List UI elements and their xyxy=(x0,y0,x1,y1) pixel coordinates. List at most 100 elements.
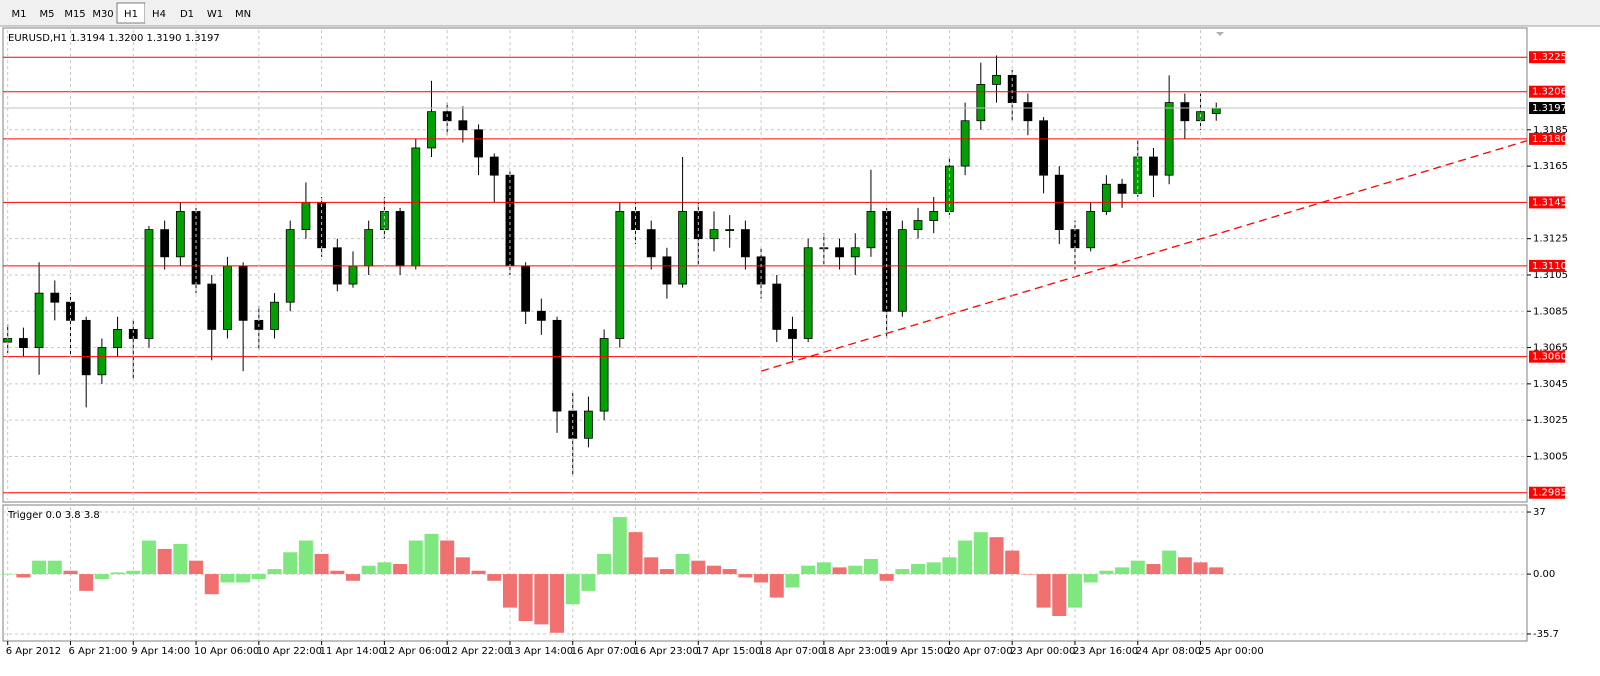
histogram-bar xyxy=(32,560,47,575)
histogram-bar xyxy=(1115,567,1130,575)
candle-body xyxy=(1023,102,1033,122)
x-tick-label: 6 Apr 21:00 xyxy=(68,646,127,657)
candle-body xyxy=(521,265,531,312)
timeframe-button[interactable] xyxy=(229,3,257,23)
candle-body xyxy=(427,111,436,149)
x-tick-label: 23 Apr 00:00 xyxy=(1010,646,1075,657)
x-tick-label: 9 Apr 14:00 xyxy=(131,646,190,657)
x-tick-label: 13 Apr 14:00 xyxy=(508,646,573,657)
histogram-bar xyxy=(1177,557,1192,575)
timeframe-label[interactable]: MN xyxy=(235,9,251,20)
timeframe-label[interactable]: H4 xyxy=(152,9,166,20)
histogram-bar xyxy=(455,557,470,575)
candle-body xyxy=(662,256,672,285)
candle-body xyxy=(1086,211,1096,249)
candle-body xyxy=(631,211,640,231)
histogram-bar xyxy=(1036,574,1051,608)
x-tick-label: 10 Apr 22:00 xyxy=(257,646,322,657)
x-tick-label: 24 Apr 08:00 xyxy=(1136,646,1201,657)
x-tick-label: 10 Apr 06:00 xyxy=(194,646,259,657)
candle-body xyxy=(364,229,374,267)
y-tick-label: 1.3065 xyxy=(1533,343,1568,354)
level-label: 1.3145 xyxy=(1532,197,1567,208)
histogram-bar xyxy=(1193,562,1208,575)
histogram-bar xyxy=(126,570,141,575)
candle-body xyxy=(1149,156,1158,176)
candle-body xyxy=(992,74,1001,85)
candle-body xyxy=(599,338,609,412)
timeframe-button[interactable] xyxy=(33,3,61,23)
candle-body xyxy=(270,301,279,330)
histogram-bar xyxy=(1099,570,1114,575)
current-price-label: 1.3197 xyxy=(1532,103,1567,114)
timeframe-button[interactable] xyxy=(145,3,173,23)
histogram-bar xyxy=(989,537,1004,575)
timeframe-label[interactable]: M15 xyxy=(64,9,85,20)
histogram-bar xyxy=(848,565,863,575)
candle-body xyxy=(1101,183,1111,212)
histogram-bar xyxy=(16,574,31,578)
histogram-bar xyxy=(220,574,235,583)
candle-body xyxy=(81,319,91,376)
histogram-bar xyxy=(424,533,439,575)
histogram-bar xyxy=(801,565,816,575)
candle-body xyxy=(379,211,389,231)
histogram-bar xyxy=(173,543,188,575)
histogram-bar xyxy=(377,562,392,575)
y-tick-label: 37 xyxy=(1533,507,1546,518)
candle-body xyxy=(1039,120,1048,176)
x-tick-label: 25 Apr 00:00 xyxy=(1199,646,1264,657)
y-tick-label: 0.00 xyxy=(1533,569,1555,580)
panel-title: EURUSD,H1 1.3194 1.3200 1.3190 1.3197 xyxy=(8,33,220,44)
timeframe-label[interactable]: M30 xyxy=(92,9,113,20)
candle-body xyxy=(552,319,562,412)
histogram-bar xyxy=(628,532,643,575)
histogram-bar xyxy=(487,574,502,581)
candle-body xyxy=(301,201,311,231)
level-tag xyxy=(1529,51,1565,64)
histogram-bar xyxy=(502,574,517,608)
histogram-bar xyxy=(1146,564,1161,575)
histogram-bar xyxy=(1130,560,1145,575)
histogram-bar xyxy=(0,574,15,575)
candle-body xyxy=(850,247,860,258)
histogram-bar xyxy=(675,553,690,575)
timeframe-button[interactable] xyxy=(61,3,89,23)
histogram-bar xyxy=(958,540,973,575)
candle-body xyxy=(1117,183,1127,194)
histogram-bar xyxy=(706,565,721,575)
histogram-bar xyxy=(1162,550,1177,575)
histogram-bar xyxy=(110,572,125,575)
timeframe-label[interactable]: M1 xyxy=(12,9,27,20)
histogram-bar xyxy=(471,570,486,575)
timeframe-label[interactable]: W1 xyxy=(207,9,223,20)
timeframe-button[interactable] xyxy=(89,3,117,23)
candle-body xyxy=(678,211,688,285)
level-tag xyxy=(1529,350,1565,363)
candle-body xyxy=(646,229,656,258)
candle-body xyxy=(740,229,750,258)
timeframe-button[interactable] xyxy=(201,3,229,23)
candle-body xyxy=(835,247,844,258)
timeframe-label[interactable]: M5 xyxy=(40,9,55,20)
y-tick-label: 1.3045 xyxy=(1533,379,1568,390)
histogram-bar xyxy=(895,569,910,575)
histogram-bar xyxy=(973,532,988,575)
candle-body xyxy=(1180,102,1190,122)
y-tick-label: 1.3125 xyxy=(1533,234,1568,245)
timeframe-button[interactable] xyxy=(173,3,201,23)
histogram-bar xyxy=(644,557,659,575)
histogram-bar xyxy=(189,560,204,575)
timeframe-label[interactable]: H1 xyxy=(124,9,138,20)
histogram-bar xyxy=(251,574,266,580)
histogram-bar xyxy=(47,560,62,575)
histogram-bar xyxy=(361,565,376,575)
timeframe-bar: M1 M5 M15 M30 H1 H4 D1 W1 MN xyxy=(5,2,257,24)
histogram-bar xyxy=(393,564,408,575)
timeframe-button[interactable] xyxy=(5,3,33,23)
level-label: 1.3060 xyxy=(1532,352,1567,363)
x-tick-label: 23 Apr 16:00 xyxy=(1073,646,1138,657)
candle-body xyxy=(223,265,232,330)
histogram-bar xyxy=(1020,574,1035,575)
timeframe-label[interactable]: D1 xyxy=(180,9,194,20)
